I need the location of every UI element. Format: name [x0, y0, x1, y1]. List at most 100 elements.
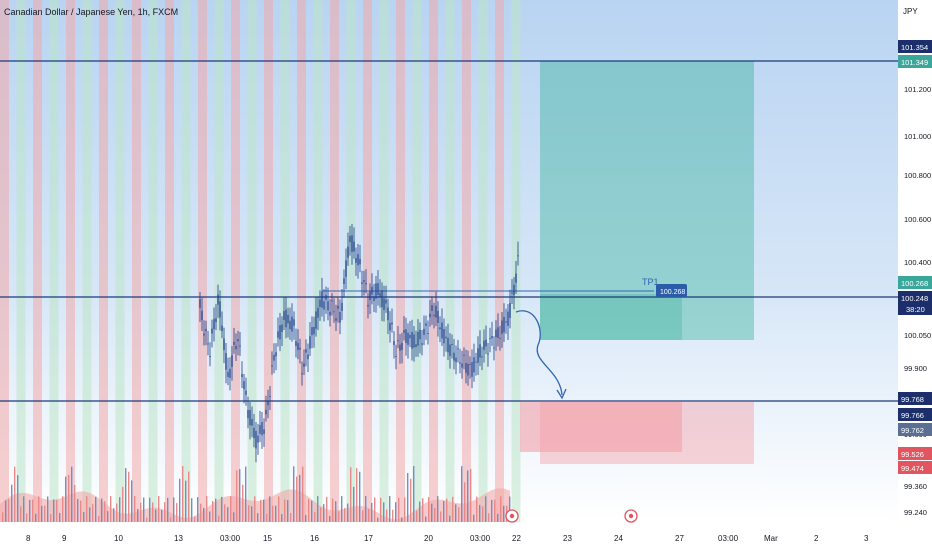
- time-axis-panel: [0, 522, 898, 550]
- volume-bar: [41, 505, 43, 522]
- candle-body: [441, 322, 443, 339]
- session-band: [16, 0, 26, 522]
- volume-bar: [482, 506, 484, 522]
- candle-body: [285, 309, 287, 328]
- volume-bar: [428, 497, 430, 522]
- price-tag: [898, 40, 932, 53]
- volume-bar: [68, 474, 70, 522]
- session-band: [412, 0, 422, 522]
- volume-bar: [494, 499, 496, 522]
- price-tag: [898, 408, 932, 421]
- volume-bar: [17, 475, 19, 522]
- candle-body: [249, 409, 251, 426]
- candle-body: [369, 291, 371, 301]
- volume-bar: [320, 507, 322, 522]
- volume-bar: [440, 511, 442, 522]
- volume-bar: [260, 499, 262, 522]
- session-band: [379, 0, 389, 522]
- volume-bar: [296, 476, 298, 522]
- candle-body: [505, 321, 507, 323]
- volume-bar: [344, 508, 346, 522]
- volume-bar: [422, 498, 424, 522]
- volume-bar: [77, 498, 79, 522]
- candle-body: [299, 347, 301, 350]
- candle-body: [391, 322, 393, 325]
- candle-body: [353, 241, 355, 252]
- session-band: [214, 0, 224, 522]
- candle-body: [365, 283, 367, 285]
- session-band: [231, 0, 240, 522]
- symbol-title[interactable]: Canadian Dollar / Japanese Yen, 1h, FXCM: [4, 7, 179, 17]
- volume-bar: [191, 498, 193, 522]
- session-band: [198, 0, 207, 522]
- candle-body: [417, 331, 419, 346]
- price-tag-value: 99.762: [901, 426, 924, 435]
- candles: [199, 224, 519, 463]
- session-band: [429, 0, 438, 522]
- candle-body: [515, 273, 517, 283]
- candle-body: [341, 302, 343, 311]
- candle-body: [503, 316, 505, 333]
- candle-body: [203, 333, 205, 336]
- candle-body: [245, 390, 247, 395]
- candle-body: [281, 324, 283, 332]
- session-band: [66, 0, 75, 522]
- volume-bar: [254, 496, 256, 522]
- price-tick-label: 99.360: [904, 482, 927, 491]
- candle-body: [259, 424, 261, 434]
- volume-bar: [131, 480, 133, 522]
- candle-body: [241, 374, 243, 378]
- candle-body: [393, 341, 395, 345]
- volume-bar: [215, 498, 217, 522]
- candle-body: [295, 340, 297, 346]
- volume-bar: [5, 500, 7, 522]
- candle-body: [453, 352, 455, 361]
- volume-bar: [281, 514, 283, 522]
- volume-bar: [206, 496, 208, 522]
- candle-body: [493, 347, 495, 349]
- price-tag: [898, 461, 932, 474]
- volume-bar: [386, 509, 388, 522]
- volume-bar: [83, 512, 85, 522]
- volume-bar: [56, 500, 58, 522]
- volume-bar: [347, 503, 349, 522]
- volume-bar: [278, 496, 280, 522]
- candle-body: [377, 283, 379, 295]
- candle-body: [211, 328, 213, 334]
- volume-bar: [425, 516, 427, 522]
- candle-body: [215, 318, 217, 323]
- volume-bar: [485, 496, 487, 522]
- candle-body: [207, 343, 209, 345]
- volume-bar: [374, 497, 376, 522]
- volume-bar: [380, 497, 382, 522]
- volume-bar: [38, 496, 40, 522]
- candle-body: [423, 328, 425, 335]
- volume-bar: [227, 507, 229, 522]
- time-axis-label: 20: [424, 534, 433, 543]
- candle-body: [357, 254, 359, 266]
- candle-body: [303, 363, 305, 367]
- candle-body: [401, 343, 403, 350]
- candle-body: [333, 311, 335, 313]
- candle-body: [477, 348, 479, 363]
- candle-body: [387, 307, 389, 321]
- candle-body: [247, 410, 249, 419]
- candle-body: [447, 337, 449, 353]
- candle-body: [327, 301, 329, 311]
- candle-body: [301, 373, 303, 375]
- candle-body: [485, 339, 487, 347]
- volume-bar: [452, 496, 454, 522]
- candle-body: [501, 320, 503, 334]
- volume-bar: [14, 466, 16, 522]
- time-axis-label: 03:00: [220, 534, 241, 543]
- volume-bar: [311, 500, 313, 522]
- candle-body: [337, 305, 339, 309]
- candle-body: [339, 312, 341, 323]
- candle-body: [403, 330, 405, 333]
- volume-bar: [263, 499, 265, 522]
- volume-bar: [323, 504, 325, 522]
- session-band: [478, 0, 488, 522]
- candle-body: [217, 294, 219, 305]
